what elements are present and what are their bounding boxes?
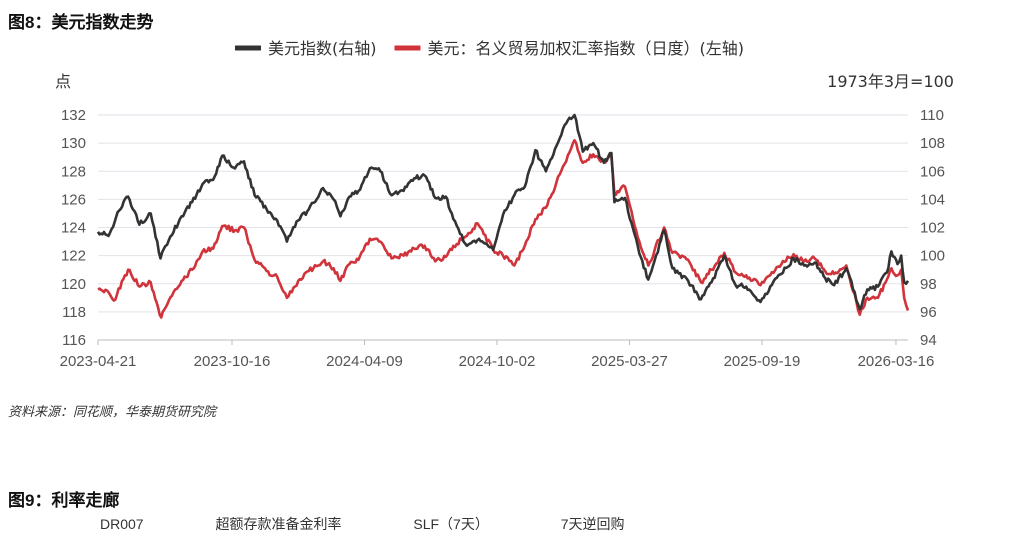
y-right-tick-label: 100 — [920, 248, 945, 265]
figure9-legend-item: DR007 — [100, 516, 144, 532]
x-tick-label: 2025-09-19 — [724, 353, 801, 370]
x-axis-ticks: 2023-04-21 2023-10-16 2024-04-09 2024-10-02… — [60, 340, 935, 370]
y-right-tick-label: 110 — [920, 107, 944, 124]
y-left-tick-label: 126 — [61, 191, 86, 208]
x-tick-label: 2023-04-21 — [60, 353, 137, 370]
right-axis-label: 1973年3月=100 — [827, 72, 954, 91]
source-note: 资料来源：同花顺，华泰期货研究院 — [8, 404, 217, 419]
legend-label: 美元：名义贸易加权汇率指数（日度）(左轴) — [428, 39, 745, 58]
x-tick-label: 2023-10-16 — [194, 353, 271, 370]
series-line-dollar-index — [96, 113, 910, 311]
figure9-legend-item: 7天逆回购 — [560, 516, 625, 532]
y-right-tick-label: 104 — [920, 191, 945, 208]
figure9-legend: DR007 超额存款准备金利率 SLF（7天） 7天逆回购 — [100, 514, 693, 534]
y-left-tick-label: 132 — [61, 107, 86, 124]
y-right-tick-label: 102 — [920, 220, 945, 237]
y-right-tick-label: 96 — [920, 304, 937, 321]
y-left-tick-label: 130 — [61, 135, 86, 152]
x-tick-label: 2026-03-16 — [858, 353, 935, 370]
figure9-legend-item: SLF（7天） — [413, 516, 489, 532]
y-left-tick-label: 122 — [61, 248, 86, 265]
figure9-legend-item: 超额存款准备金利率 — [215, 516, 342, 532]
x-tick-label: 2025-03-27 — [591, 353, 668, 370]
series-lines — [96, 113, 910, 319]
legend-label: 美元指数(右轴) — [268, 39, 377, 58]
x-tick-label: 2024-04-09 — [326, 353, 403, 370]
series-line-trade-weighted — [97, 139, 910, 319]
y-right-tick-label: 106 — [920, 163, 945, 180]
y-right-tick-label: 94 — [920, 332, 937, 349]
figure9-title: 图9：利率走廊 — [8, 491, 120, 510]
y-left-tick-label: 118 — [62, 304, 86, 321]
figure-title: 图8：美元指数走势 — [8, 13, 154, 32]
gridlines — [98, 114, 908, 341]
legend: 美元指数(右轴) 美元：名义贸易加权汇率指数（日度）(左轴) — [235, 39, 744, 58]
dollar-index-chart: 美元指数(右轴) 美元：名义贸易加权汇率指数（日度）(左轴) 点 1973年3月=… — [55, 39, 954, 370]
y-right-tick-label: 98 — [920, 276, 937, 293]
x-tick-label: 2024-10-02 — [459, 353, 536, 370]
y-axis-ticks: 116 118 120 122 124 126 128 130 132 94 96 98 100 102 1… — [61, 107, 945, 349]
y-left-tick-label: 116 — [62, 332, 86, 349]
y-left-tick-label: 124 — [61, 220, 86, 237]
y-left-tick-label: 128 — [61, 163, 86, 180]
y-left-tick-label: 120 — [61, 276, 86, 293]
y-right-tick-label: 108 — [920, 135, 945, 152]
left-axis-label: 点 — [55, 72, 71, 91]
